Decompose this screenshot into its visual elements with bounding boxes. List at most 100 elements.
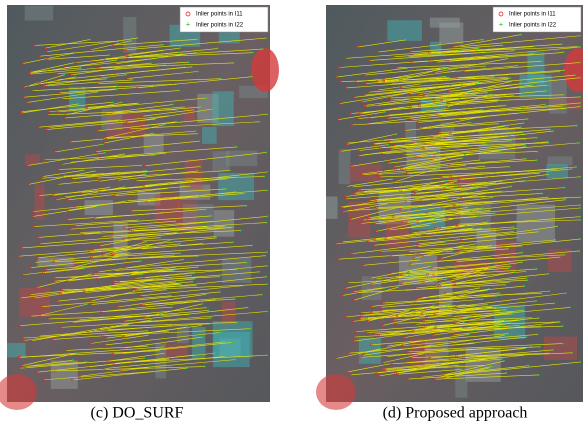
image-patch [578, 250, 580, 252]
image-patch [185, 159, 202, 189]
image-patch [472, 227, 474, 229]
image-patch [517, 205, 555, 242]
image-patch [251, 245, 253, 247]
image-patch [154, 371, 156, 373]
image-patch [229, 170, 231, 172]
image-patch [409, 309, 411, 311]
image-patch [446, 185, 448, 187]
image-patch [199, 195, 201, 197]
image-patch [387, 20, 422, 41]
image-patch [146, 330, 148, 332]
image-patch [159, 237, 161, 239]
image-patch [73, 62, 75, 64]
image-patch [565, 108, 567, 110]
image-patch [473, 343, 475, 345]
image-patch [25, 6, 54, 21]
image-patch [464, 154, 466, 156]
image-patch [167, 358, 169, 360]
image-patch [559, 321, 561, 323]
image-patch [507, 248, 509, 250]
image-patch [175, 281, 177, 283]
image-patch [528, 365, 530, 367]
image-patch [510, 186, 512, 188]
image-patch [500, 326, 502, 328]
image-patch [508, 135, 510, 137]
image-patch [195, 285, 197, 287]
image-patch [215, 299, 217, 301]
image-patch [7, 343, 26, 357]
image-patch [579, 238, 581, 240]
image-patch [527, 279, 529, 281]
image-patch [475, 77, 477, 79]
image-patch [448, 77, 450, 79]
image-patch [546, 164, 567, 178]
image-patch [536, 151, 538, 153]
image-patch [218, 276, 220, 278]
image-patch [214, 352, 216, 354]
image-patch [513, 226, 515, 228]
image-patch [460, 49, 462, 51]
image-patch [579, 207, 581, 209]
image-patch [261, 294, 263, 296]
image-patch [455, 185, 457, 187]
image-patch [266, 171, 268, 173]
image-patch [197, 255, 199, 257]
image-patch [178, 90, 180, 92]
image-patch [431, 344, 433, 346]
image-patch [571, 352, 573, 354]
image-patch [482, 298, 484, 300]
image-patch [116, 85, 118, 87]
image-patch [200, 325, 202, 327]
image-patch [152, 133, 154, 135]
image-patch [174, 220, 176, 222]
image-patch [197, 170, 199, 172]
image-patch [521, 261, 523, 263]
image-patch [579, 219, 581, 221]
image-patch [504, 284, 506, 286]
image-patch [522, 82, 524, 84]
figure: Inlier points in I11 + Inlier points in … [0, 0, 583, 429]
image-patch [538, 317, 540, 319]
image-patch [137, 219, 139, 221]
image-patch [475, 83, 477, 85]
image-patch [548, 249, 572, 272]
image-patch [165, 289, 167, 291]
image-patch [578, 142, 580, 144]
image-patch [540, 293, 542, 295]
image-patch [536, 268, 538, 270]
image-patch [569, 306, 571, 308]
image-patch [481, 207, 483, 209]
image-patch [242, 193, 244, 195]
image-patch [496, 101, 498, 103]
image-patch [579, 46, 581, 48]
image-patch [446, 67, 448, 69]
image-patch [242, 285, 244, 287]
image-patch [500, 150, 502, 152]
image-patch [266, 113, 268, 115]
image-patch [579, 77, 581, 79]
image-patch [547, 156, 572, 165]
image-patch [140, 165, 142, 167]
image-patch [258, 121, 260, 123]
image-patch [177, 51, 179, 53]
image-patch [191, 281, 193, 283]
image-patch [446, 278, 448, 280]
image-patch [188, 61, 190, 63]
image-patch [213, 321, 253, 358]
image-patch [162, 44, 164, 46]
image-patch [77, 103, 79, 105]
image-patch [225, 188, 227, 190]
image-patch [199, 166, 201, 168]
image-patch [548, 290, 550, 292]
image-patch [154, 279, 156, 281]
image-patch [525, 271, 527, 273]
image-patch [245, 262, 247, 264]
image-patch [517, 237, 519, 239]
legend-label: Inlier points in I11 [196, 12, 243, 18]
image-patch [533, 53, 535, 55]
image-patch [579, 176, 581, 178]
image-patch [481, 109, 483, 111]
image-patch [19, 287, 50, 316]
image-patch [163, 352, 165, 354]
image-patch [451, 250, 453, 252]
